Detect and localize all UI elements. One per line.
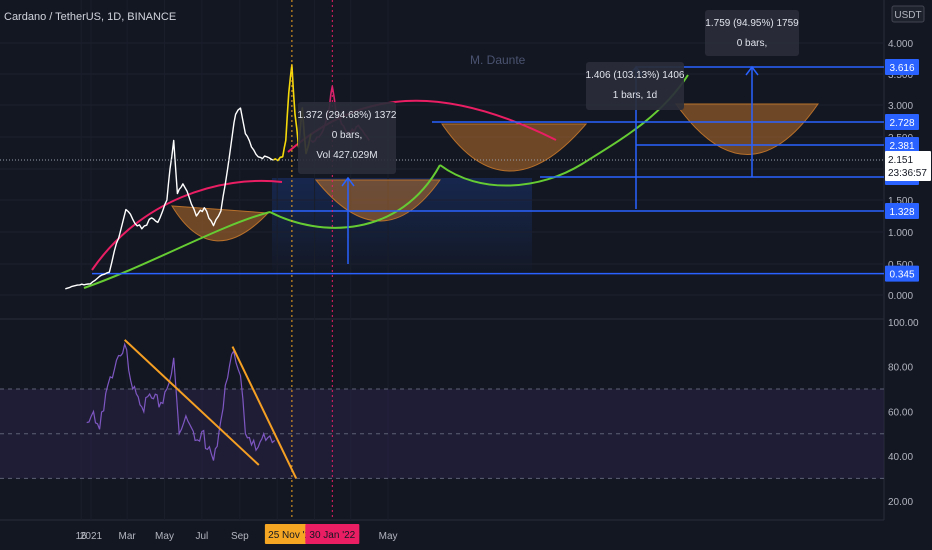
measure-box-line: 1.759 (94.95%) 1759 bbox=[705, 18, 799, 29]
time-tick-label: May bbox=[155, 531, 174, 542]
price-tick-label: 1.500 bbox=[888, 196, 913, 207]
lower-arc bbox=[439, 74, 689, 187]
price-tick-label: 3.000 bbox=[888, 101, 913, 112]
cup-shape bbox=[441, 123, 588, 172]
time-tick-label: 16 bbox=[76, 531, 88, 542]
current-price-label: 2.151 bbox=[888, 155, 913, 166]
time-tick-label: Sep bbox=[231, 531, 249, 542]
lower-arc bbox=[83, 211, 271, 289]
rsi-trendline bbox=[124, 339, 260, 466]
level-badge bbox=[885, 137, 919, 153]
measure-box-line: 1.372 (294.68%) 1372 bbox=[298, 110, 397, 121]
time-tick-label: May bbox=[379, 531, 398, 542]
rsi-trendline bbox=[231, 346, 298, 479]
time-tick-label: Mar bbox=[119, 531, 137, 542]
symbol-title[interactable]: Cardano / TetherUS, 1D, BINANCE bbox=[4, 11, 176, 23]
measure-box-line: 0 bars, bbox=[737, 38, 768, 49]
price-tick-label: 0.000 bbox=[888, 291, 913, 302]
rsi-tick-label: 40.00 bbox=[888, 452, 913, 463]
currency-badge-label: USDT bbox=[894, 10, 921, 21]
level-badge bbox=[885, 265, 919, 282]
watermark: M. Daunte bbox=[470, 53, 526, 67]
level-badge-label: 2.381 bbox=[889, 141, 914, 152]
rsi-tick-label: 80.00 bbox=[888, 363, 913, 374]
measure-box-line: 1.406 (103.13%) 1406 bbox=[586, 70, 685, 81]
time-tick-label: Jul bbox=[195, 531, 208, 542]
date-marker-label: 25 Nov '21 bbox=[268, 530, 316, 541]
rsi-tick-label: 100.00 bbox=[888, 318, 919, 329]
measure-box bbox=[298, 102, 396, 174]
countdown-label: 23:36:57 bbox=[888, 168, 927, 179]
rsi-series bbox=[86, 342, 276, 461]
rsi-tick-label: 60.00 bbox=[888, 407, 913, 418]
measure-box bbox=[705, 10, 799, 56]
measure-arrowhead bbox=[341, 176, 355, 187]
level-badge-label: 2.728 bbox=[889, 118, 914, 129]
lower-arc bbox=[269, 164, 441, 229]
price-tick-label: 0.500 bbox=[888, 260, 913, 271]
level-badge-label: 3.616 bbox=[889, 63, 914, 74]
time-axis[interactable] bbox=[0, 520, 932, 550]
measure-arrowhead bbox=[745, 65, 759, 76]
level-badge bbox=[885, 114, 919, 130]
level-badge bbox=[885, 203, 919, 219]
upper-arc bbox=[91, 179, 283, 271]
date-marker-badge bbox=[305, 524, 360, 544]
measure-box-line: Vol 427.029M bbox=[316, 150, 377, 161]
currency-badge[interactable] bbox=[891, 5, 925, 23]
measure-box-line: 1 bars, 1d bbox=[613, 90, 657, 101]
level-badge-label: 0.345 bbox=[889, 270, 914, 281]
price-tick-label: 3.500 bbox=[888, 70, 913, 81]
time-tick-label: 2021 bbox=[80, 531, 103, 542]
measure-box bbox=[586, 62, 684, 110]
rsi-tick-label: 20.00 bbox=[888, 497, 913, 508]
level-badge bbox=[885, 59, 919, 75]
price-series-main bbox=[65, 107, 274, 290]
price-tick-label: 1.000 bbox=[888, 228, 913, 239]
date-marker-label: 30 Jan '22 bbox=[309, 530, 355, 541]
current-price-badge bbox=[885, 151, 931, 181]
level-badge-label: 1.328 bbox=[889, 207, 914, 218]
price-tick-label: 4.000 bbox=[888, 39, 913, 50]
measure-box-line: 0 bars, bbox=[332, 130, 363, 141]
